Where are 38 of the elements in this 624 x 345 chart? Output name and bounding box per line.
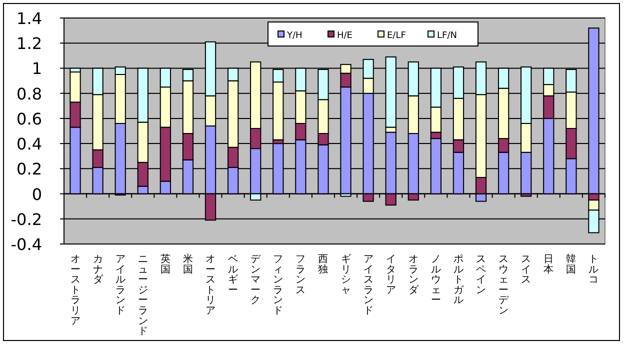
- y-tick-label: 0: [32, 184, 42, 204]
- legend-label: H/E: [337, 31, 353, 41]
- y-tick-label: 0.8: [16, 84, 42, 104]
- legend-label: E/LF: [387, 31, 406, 41]
- x-tick-label: ポルトガル: [453, 254, 464, 306]
- x-tick-label: スウェーデン: [498, 254, 510, 316]
- x-tick-label: アイルランド: [115, 254, 126, 316]
- x-tick-label: フランス: [296, 254, 306, 296]
- x-tick-label: ニュージーランド: [138, 254, 148, 338]
- x-tick-label: 日本: [544, 254, 554, 276]
- x-tick-label: 米国: [182, 253, 193, 276]
- y-tick-label: 1.4: [16, 9, 42, 28]
- x-tick-label: 西独: [318, 254, 328, 276]
- x-tick-label: デンマーク: [250, 254, 262, 306]
- y-tick-label: 0.4: [16, 134, 42, 154]
- x-tick-label: 韓国: [566, 253, 576, 276]
- y-tick-label: -0.4: [10, 235, 42, 254]
- x-tick-label: スイス: [521, 254, 532, 286]
- x-tick-label: ノルウェー: [430, 254, 441, 306]
- x-tick-label: カナダ: [92, 254, 104, 286]
- y-tick-label: 0.6: [16, 109, 42, 128]
- x-tick-label: アイスランド: [363, 254, 374, 316]
- x-tick-label: オーストラリア: [70, 254, 80, 327]
- x-tick-label: スペイン: [476, 254, 486, 296]
- x-tick-label: トルコ: [588, 254, 599, 286]
- y-tick-label: -0.2: [10, 210, 42, 229]
- y-tick-label: 1.2: [16, 34, 42, 54]
- x-tick-label: ギリシャ: [340, 253, 351, 296]
- y-tick-label: 1: [32, 59, 42, 78]
- y-tick-label: 0.2: [16, 160, 42, 179]
- x-tick-label: オーストリア: [206, 254, 216, 316]
- legend-label: LF/N: [437, 31, 457, 41]
- x-tick-label: オランダ: [408, 254, 420, 296]
- x-tick-label: ベルギー: [228, 254, 238, 296]
- x-tick-label: 英国: [160, 253, 170, 276]
- x-tick-label: イタリア: [386, 254, 396, 296]
- legend-label: Y/H: [286, 31, 302, 41]
- x-tick-label: フィンランド: [273, 254, 284, 316]
